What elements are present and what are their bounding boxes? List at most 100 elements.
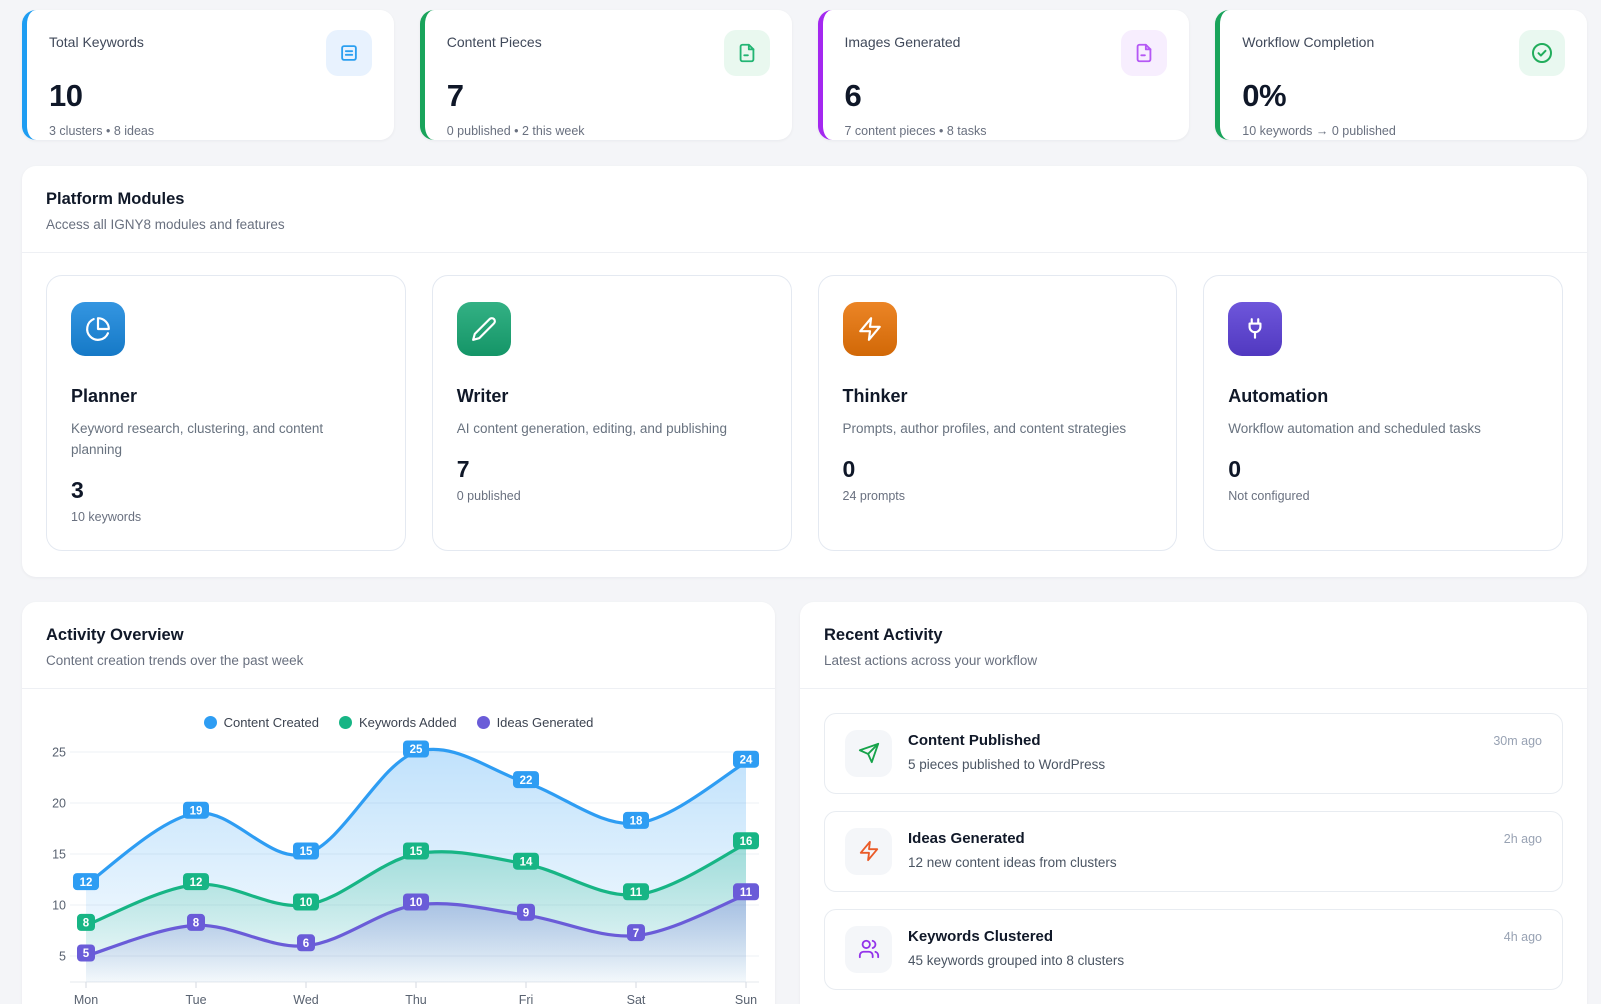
stat-card-workflow-completion: Workflow Completion 0% 10 keywords → 0 p… xyxy=(1215,10,1587,140)
module-subtext: 0 published xyxy=(456,488,521,503)
activity-item-content-published[interactable]: Content Published 30m ago 5 pieces publi… xyxy=(824,712,1563,794)
recent-activity-panel: Recent Activity Latest actions across yo… xyxy=(800,601,1587,1004)
module-card-writer[interactable]: Writer AI content generation, editing, a… xyxy=(431,275,792,551)
module-value: 7 xyxy=(456,455,470,482)
module-subtext: 10 keywords xyxy=(71,509,142,524)
list-icon xyxy=(325,30,372,76)
stat-value: 0% xyxy=(1242,78,1287,113)
svg-text:8: 8 xyxy=(83,917,90,929)
svg-text:11: 11 xyxy=(630,887,643,899)
svg-text:8: 8 xyxy=(193,917,200,929)
svg-text:12: 12 xyxy=(80,877,93,889)
module-title: Writer xyxy=(456,386,509,406)
stat-subtext: 7 content pieces • 8 tasks xyxy=(844,124,987,138)
activity-item-keywords-clustered[interactable]: Keywords Clustered 4h ago 45 keywords gr… xyxy=(824,908,1563,990)
module-value: 0 xyxy=(1228,455,1242,482)
activity-timestamp: 2h ago xyxy=(1503,831,1542,846)
svg-text:20: 20 xyxy=(52,796,66,810)
module-title: Planner xyxy=(71,386,138,406)
stat-card-total-keywords: Total Keywords 10 3 clusters • 8 ideas xyxy=(22,10,394,140)
legend-item[interactable]: Content Created xyxy=(203,714,319,730)
stat-card-images-generated: Images Generated 6 7 content pieces • 8 … xyxy=(817,10,1190,140)
legend-label: Keywords Added xyxy=(358,714,457,730)
send-icon xyxy=(845,729,892,777)
activity-title: Keywords Clustered xyxy=(908,927,1054,945)
stat-label: Images Generated xyxy=(844,34,961,50)
activity-title: Content Published xyxy=(908,731,1041,749)
module-value: 0 xyxy=(842,455,856,482)
activity-description: 45 keywords grouped into 8 clusters xyxy=(908,952,1125,968)
stats-row: Total Keywords 10 3 clusters • 8 ideas C… xyxy=(22,10,1587,140)
svg-text:18: 18 xyxy=(630,815,643,827)
stat-subtext: 0 published • 2 this week xyxy=(446,124,585,138)
stat-subtext: 10 keywords → 0 published xyxy=(1242,124,1396,138)
activity-item-ideas-generated[interactable]: Ideas Generated 2h ago 12 new content id… xyxy=(824,810,1563,892)
svg-text:25: 25 xyxy=(410,744,423,756)
pie-chart-icon xyxy=(71,302,125,356)
check-circle-icon xyxy=(1519,30,1565,76)
svg-text:Sun: Sun xyxy=(735,993,757,1004)
svg-text:Tue: Tue xyxy=(185,993,206,1004)
stat-label: Content Pieces xyxy=(446,34,542,50)
module-card-thinker[interactable]: Thinker Prompts, author profiles, and co… xyxy=(817,275,1178,551)
stat-value: 6 xyxy=(844,78,862,113)
stat-card-content-pieces: Content Pieces 7 0 published • 2 this we… xyxy=(419,10,792,140)
activity-title: Ideas Generated xyxy=(908,829,1025,847)
svg-text:Sat: Sat xyxy=(627,993,646,1004)
svg-text:5: 5 xyxy=(83,948,90,960)
svg-text:6: 6 xyxy=(303,938,309,950)
svg-text:19: 19 xyxy=(190,805,203,817)
svg-text:12: 12 xyxy=(190,877,203,889)
module-card-automation[interactable]: Automation Workflow automation and sched… xyxy=(1203,275,1563,551)
svg-text:25: 25 xyxy=(52,745,66,759)
users-icon xyxy=(845,925,892,973)
stat-value: 7 xyxy=(446,78,464,113)
svg-text:16: 16 xyxy=(740,836,753,848)
svg-text:15: 15 xyxy=(410,846,423,858)
plug-icon xyxy=(1228,302,1283,356)
legend-color-dot xyxy=(338,715,352,729)
activity-line-chart: 5 10 15 20 25 Mon Tue Wed Thu Fri Sat Sun 12 19 15 25 22… xyxy=(22,734,775,1004)
panel-subtitle: Latest actions across your workflow xyxy=(824,652,1038,668)
svg-text:10: 10 xyxy=(52,898,66,912)
svg-text:Wed: Wed xyxy=(293,993,319,1004)
svg-text:Thu: Thu xyxy=(405,993,427,1004)
lightning-icon xyxy=(845,827,892,875)
svg-text:11: 11 xyxy=(740,887,753,899)
pencil-icon xyxy=(456,302,511,356)
svg-text:24: 24 xyxy=(740,754,753,766)
activity-description: 5 pieces published to WordPress xyxy=(908,756,1106,772)
legend-item[interactable]: Ideas Generated xyxy=(476,715,593,730)
legend-label: Content Created xyxy=(223,714,319,730)
activity-description: 12 new content ideas from clusters xyxy=(908,854,1117,870)
recent-activity-list: Content Published 30m ago 5 pieces publi… xyxy=(800,689,1587,1004)
svg-text:7: 7 xyxy=(633,928,639,940)
svg-text:5: 5 xyxy=(59,949,66,963)
svg-text:Fri: Fri xyxy=(519,993,534,1004)
legend-item[interactable]: Keywords Added xyxy=(338,714,457,730)
module-card-planner[interactable]: Planner Keyword research, clustering, an… xyxy=(46,275,406,551)
svg-text:15: 15 xyxy=(300,846,313,858)
activity-timestamp: 30m ago xyxy=(1493,733,1542,748)
module-description: Workflow automation and scheduled tasks xyxy=(1228,421,1481,436)
svg-text:15: 15 xyxy=(52,847,66,861)
svg-text:Mon: Mon xyxy=(74,993,98,1004)
panel-subtitle: Content creation trends over the past we… xyxy=(46,652,304,668)
platform-modules-panel: Platform Modules Access all IGNY8 module… xyxy=(22,166,1587,577)
module-title: Thinker xyxy=(842,386,908,406)
document-icon xyxy=(723,30,770,76)
image-file-icon xyxy=(1121,30,1168,76)
stat-label: Workflow Completion xyxy=(1242,34,1375,50)
svg-text:14: 14 xyxy=(520,856,533,868)
svg-text:10: 10 xyxy=(410,897,423,909)
module-description: Keyword research, clustering, and conten… xyxy=(71,421,324,457)
panel-title: Recent Activity xyxy=(824,625,943,644)
svg-text:22: 22 xyxy=(520,775,533,787)
stat-subtext: 3 clusters • 8 ideas xyxy=(49,124,155,138)
panel-title: Activity Overview xyxy=(46,625,184,644)
module-description: AI content generation, editing, and publ… xyxy=(456,421,727,436)
modules-grid: Planner Keyword research, clustering, an… xyxy=(22,253,1587,577)
activity-overview-panel: Activity Overview Content creation trend… xyxy=(22,601,775,1004)
chart-legend: Content Created Keywords Added Ideas Gener… xyxy=(22,715,775,730)
